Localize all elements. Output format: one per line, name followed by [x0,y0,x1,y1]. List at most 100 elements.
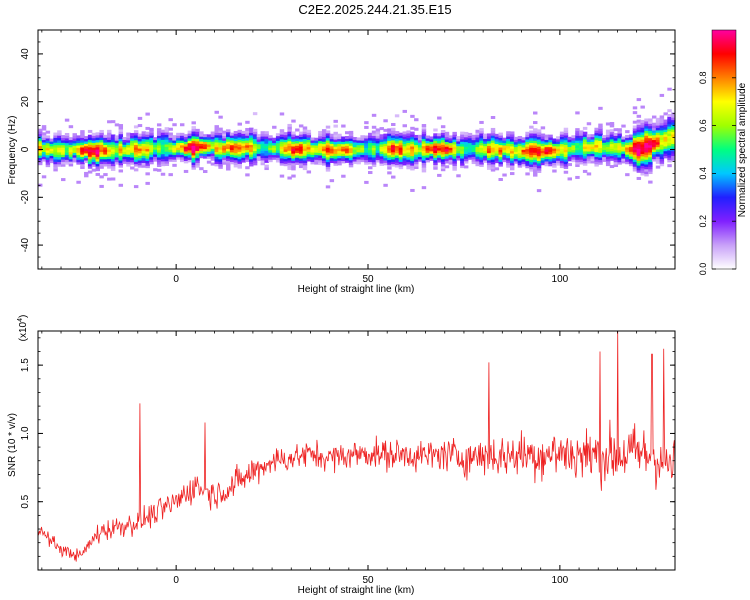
heatmap-cell [575,135,580,139]
heatmap-cell [183,141,189,145]
heatmap-cell [183,148,189,152]
heatmap-cell [440,156,446,160]
heatmap-cell [298,155,304,159]
heatmap-cell [222,133,227,137]
heatmap-cell [506,131,511,135]
heatmap-cell [164,155,170,159]
heatmap-cell [302,140,308,144]
heatmap-cell [486,140,492,144]
heatmap-cell [164,160,170,164]
heatmap-cell [130,154,135,158]
heatmap-cell [636,131,642,135]
heatmap-cell [310,159,315,163]
heatmap-cell [651,144,657,148]
heatmap-cell [406,135,411,139]
heatmap-cell [218,153,223,157]
heatmap-cell [594,132,599,136]
heatmap-cell [586,122,592,126]
heatmap-cell [444,165,450,169]
heatmap-cell [521,158,526,162]
heatmap-cell [295,128,300,132]
heatmap-cell [137,150,143,154]
heatmap-cell [582,143,588,147]
heatmap-cell [452,141,457,145]
heatmap-cell [632,137,638,141]
heatmap-cell [628,158,634,162]
heatmap-cell [156,142,162,146]
heatmap-cell [72,149,77,153]
heatmap-cell [387,154,392,158]
heatmap-cell [107,132,112,136]
heatmap-cell [364,154,369,158]
heatmap-cell [283,163,289,167]
heatmap-cell [659,124,665,128]
heatmap-cell [291,143,296,147]
heatmap-cell [298,162,304,166]
heatmap-cell [279,157,285,161]
heatmap-cell [61,139,66,143]
heatmap-cell [252,145,258,149]
heatmap-cell [110,151,116,155]
heatmap-cell [644,154,649,158]
heatmap-cell [521,144,526,148]
heatmap-cell [544,144,549,148]
y-tick-label: 0 [20,146,31,152]
heatmap-cell [456,155,461,159]
heatmap-cell [245,132,250,136]
heatmap-cell [582,138,588,142]
heatmap-cell [195,147,200,151]
heatmap-cell [229,139,235,143]
heatmap-cell [590,136,596,140]
heatmap-cell [41,137,47,141]
heatmap-cell [153,137,158,141]
heatmap-cell [156,137,162,141]
heatmap-cell [463,136,469,140]
heatmap-cell [249,158,254,162]
heatmap-cell [590,134,596,138]
heatmap-cell [145,172,150,176]
heatmap-cell [168,142,173,146]
heatmap-cell [525,141,530,145]
heatmap-cell [179,156,185,160]
heatmap-cell [425,140,431,144]
heatmap-cell [452,136,457,140]
heatmap-cell [160,172,166,176]
heatmap-cell [655,156,661,160]
heatmap-cell [91,159,97,163]
heatmap-cell [640,124,645,128]
heatmap-cell [122,151,127,155]
heatmap-cell [291,150,296,154]
heatmap-cell [321,133,327,137]
heatmap-cell [360,142,365,146]
heatmap-cell [122,137,127,140]
heatmap-cell [329,148,335,152]
heatmap-cell [605,146,611,150]
heatmap-cell [444,146,450,150]
heatmap-cell [621,141,626,145]
heatmap-cell [118,140,124,144]
heatmap-cell [76,152,81,156]
heatmap-cell [122,160,127,164]
heatmap-cell [391,146,396,150]
heatmap-cell [640,141,645,145]
heatmap-cell [529,137,534,141]
heatmap-cell [237,146,242,150]
heatmap-cell [160,153,166,157]
heatmap-cell [448,144,454,148]
heatmap-cell [437,159,442,163]
heatmap-cell [272,142,277,146]
heatmap-cell [575,161,580,165]
heatmap-cell [444,138,450,142]
heatmap-cell [456,157,461,161]
heatmap-cell [302,167,308,171]
heatmap-cell [421,167,427,171]
heatmap-cell [655,141,661,145]
heatmap-cell [463,139,469,143]
heatmap-cell [559,148,565,152]
heatmap-cell [582,148,588,152]
heatmap-cell [571,159,576,163]
heatmap-cell [199,145,204,149]
heatmap-cell [494,136,500,140]
heatmap-cell [440,134,446,138]
heatmap-cell [621,158,626,162]
